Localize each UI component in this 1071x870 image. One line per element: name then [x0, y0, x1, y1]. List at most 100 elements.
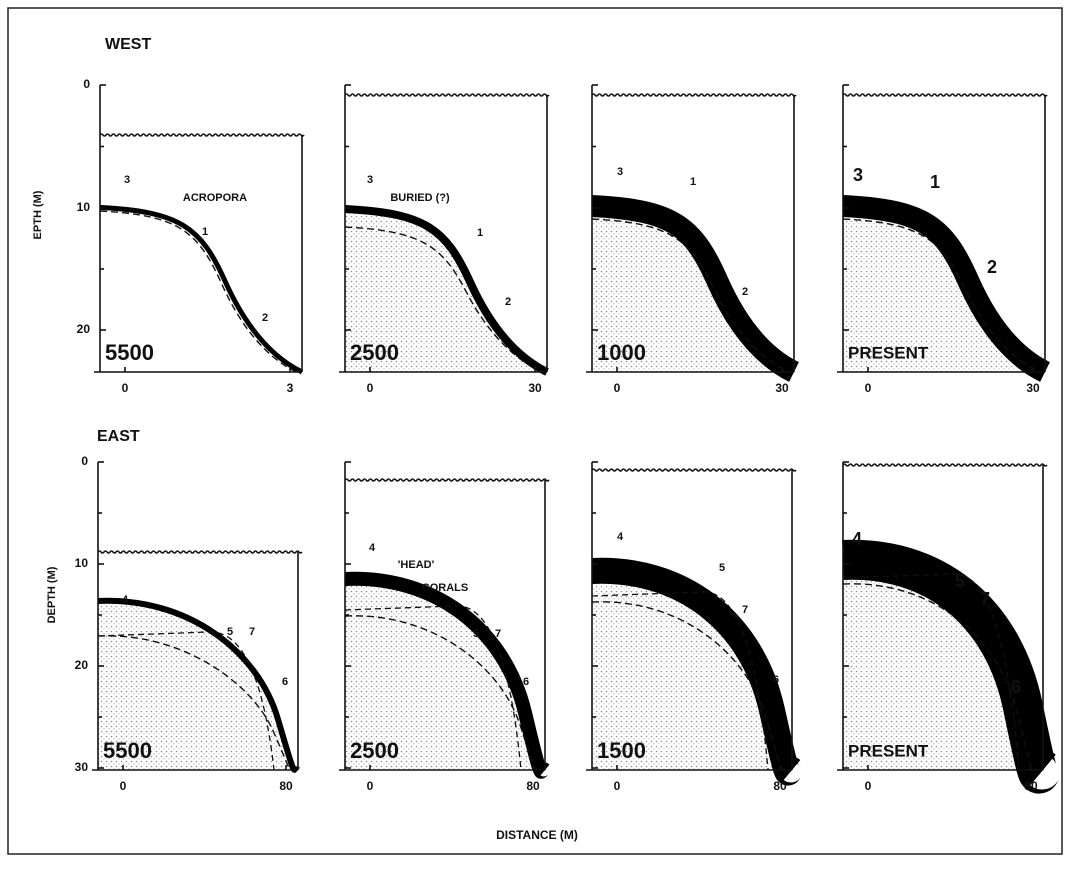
annotation: 7 [980, 589, 990, 609]
reef-framework [344, 205, 549, 376]
annotation: BURIED (?) [390, 192, 450, 204]
x-tick-label: 0 [865, 779, 872, 793]
sediment-fill [345, 571, 545, 773]
age-label: 5500 [103, 738, 152, 763]
y-tick-label: 0 [83, 77, 90, 91]
x-tick-label: 80 [526, 779, 540, 793]
mask [593, 85, 793, 93]
dashed-boundary [97, 631, 275, 771]
sediment-fill [592, 557, 792, 774]
water-surface [591, 468, 797, 472]
y-tick-label: 0 [81, 454, 88, 468]
annotation: 1 [202, 226, 208, 238]
y-axis-label: EPTH (M) [32, 190, 44, 239]
x-tick-label: 0 [367, 779, 374, 793]
x-tick-label: 30 [528, 381, 542, 395]
annotation: 5 [955, 571, 965, 591]
x-tick-label: 80 [773, 779, 787, 793]
x-tick-label: 80 [279, 779, 293, 793]
water-surface [97, 550, 303, 554]
annotation: 4 [617, 531, 624, 543]
water-surface [591, 93, 797, 97]
annotation: 5 [227, 626, 233, 638]
y-tick-label: 10 [77, 200, 91, 214]
x-tick-label: 0 [367, 381, 374, 395]
x-tick-label: 0 [865, 381, 872, 395]
older-surface [344, 226, 542, 373]
y-tick-label: 20 [77, 322, 91, 336]
row-title: EAST [97, 428, 140, 445]
x-tick-label: 0 [120, 779, 127, 793]
reef-framework [99, 205, 304, 375]
age-label: 5500 [105, 340, 154, 365]
annotation: 7 [495, 628, 501, 640]
annotation: 6 [523, 676, 529, 688]
water-surface [344, 93, 550, 97]
age-label: 2500 [350, 738, 399, 763]
annotation: ACROPORA [183, 192, 247, 204]
x-tick-label: 30 [775, 381, 789, 395]
annotation: 6 [773, 674, 779, 686]
older-surface [344, 615, 540, 771]
annotation: 6 [282, 676, 288, 688]
dashed-boundary [344, 605, 522, 771]
annotation: 3 [853, 165, 863, 185]
sediment-fill [98, 597, 298, 771]
age-label: 2500 [350, 340, 399, 365]
older-surface [591, 218, 789, 373]
annotation: 2 [742, 286, 748, 298]
reef-framework [344, 571, 551, 779]
mask [346, 85, 546, 93]
water-surface [842, 93, 1048, 97]
water-surface [99, 133, 305, 137]
x-tick-label: 0 [614, 381, 621, 395]
annotation: 6 [1011, 677, 1021, 697]
mask [346, 462, 544, 478]
annotation: 2 [262, 312, 268, 324]
x-tick-label: 30 [1026, 381, 1040, 395]
annotation: 5 [719, 562, 725, 574]
water-surface [842, 463, 1048, 467]
reef-framework [591, 195, 800, 382]
mask [844, 462, 1042, 463]
frame [7, 7, 1063, 855]
annotation: 1 [690, 176, 696, 188]
y-tick-label: 20 [75, 658, 89, 672]
annotation: 'HEAD' [398, 559, 435, 571]
annotation: 1 [477, 227, 483, 239]
age-label: PRESENT [848, 741, 929, 760]
x-tick-label: 80 [1024, 779, 1038, 793]
sediment-fill [843, 539, 1043, 776]
mask [844, 85, 1044, 93]
dashed-boundary [842, 573, 1020, 771]
water-surface [344, 478, 550, 482]
annotation: 4 [852, 529, 862, 549]
annotation: 3 [124, 174, 130, 186]
age-label: 1000 [597, 340, 646, 365]
x-axis-label: DISTANCE (M) [496, 828, 578, 842]
y-axis-label: DEPTH (M) [46, 566, 58, 623]
y-tick-label: 30 [75, 760, 89, 774]
mask [101, 85, 301, 133]
reef-framework [842, 539, 1062, 794]
annotation: 2 [505, 296, 511, 308]
annotation: 4 [369, 542, 376, 554]
annotation: 7 [249, 626, 255, 638]
y-tick-label: 10 [75, 556, 89, 570]
reef-framework [842, 195, 1051, 382]
annotation: 1 [930, 172, 940, 192]
annotation: CORALS [422, 582, 468, 594]
age-label: 1500 [597, 738, 646, 763]
age-label: PRESENT [848, 343, 929, 362]
mask [593, 462, 791, 468]
older-surface [842, 218, 1040, 373]
x-tick-label: 0 [614, 779, 621, 793]
annotation: 4 [122, 594, 129, 606]
annotation: 3 [617, 166, 623, 178]
annotation: 7 [742, 604, 748, 616]
row-title: WEST [105, 36, 151, 53]
x-tick-label: 3 [287, 381, 294, 395]
reef-framework [591, 557, 804, 786]
annotation: 3 [367, 174, 373, 186]
